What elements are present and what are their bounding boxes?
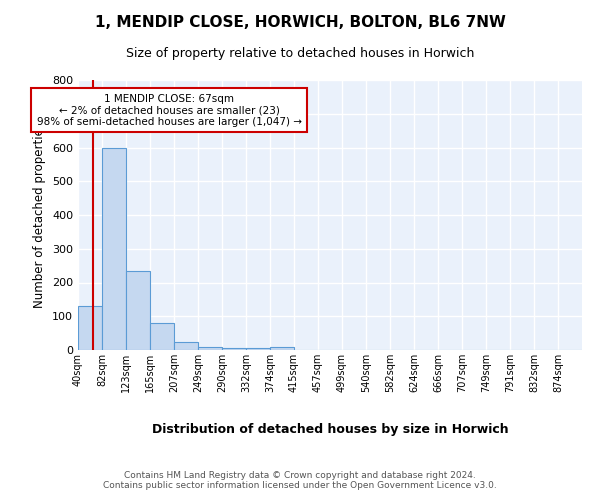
Text: 1, MENDIP CLOSE, HORWICH, BOLTON, BL6 7NW: 1, MENDIP CLOSE, HORWICH, BOLTON, BL6 7N…: [95, 15, 505, 30]
Text: Distribution of detached houses by size in Horwich: Distribution of detached houses by size …: [152, 422, 508, 436]
Bar: [150, 323, 174, 350]
Text: Contains HM Land Registry data © Crown copyright and database right 2024.
Contai: Contains HM Land Registry data © Crown c…: [103, 470, 497, 490]
Bar: [174, 342, 198, 350]
Bar: [270, 346, 294, 350]
Bar: [222, 348, 246, 350]
Bar: [198, 346, 222, 350]
Text: Size of property relative to detached houses in Horwich: Size of property relative to detached ho…: [126, 48, 474, 60]
Text: 1 MENDIP CLOSE: 67sqm
← 2% of detached houses are smaller (23)
98% of semi-detac: 1 MENDIP CLOSE: 67sqm ← 2% of detached h…: [37, 94, 302, 126]
Bar: [102, 148, 126, 350]
Bar: [78, 306, 102, 350]
Y-axis label: Number of detached properties: Number of detached properties: [34, 122, 46, 308]
Bar: [246, 348, 270, 350]
Bar: [126, 270, 150, 350]
